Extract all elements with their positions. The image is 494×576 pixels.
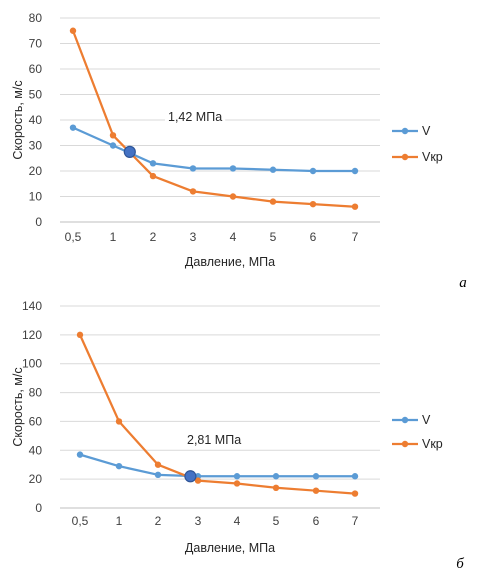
y-tick-label: 20 bbox=[29, 164, 43, 178]
data-point-v bbox=[272, 473, 280, 480]
intersection-label-backing bbox=[184, 432, 245, 448]
data-point-v bbox=[69, 124, 77, 131]
data-point-v bbox=[351, 473, 359, 480]
data-point-v bbox=[351, 167, 359, 175]
data-point-vkr bbox=[189, 188, 197, 195]
data-point-vkr bbox=[309, 200, 317, 208]
series-line-vkr bbox=[71, 30, 356, 208]
data-point-vkr bbox=[109, 132, 117, 139]
x-tick-label: 0,5 bbox=[72, 514, 89, 528]
x-tick-label: 5 bbox=[273, 514, 280, 528]
data-point-vkr bbox=[272, 484, 280, 491]
intersection-label: 1,42 МПа bbox=[168, 110, 222, 124]
x-tick-label: 2 bbox=[155, 514, 162, 528]
intersection-label: 2,81 МПа bbox=[187, 433, 241, 447]
x-tick-label: 7 bbox=[352, 514, 359, 528]
x-axis-title: Давление, МПа bbox=[185, 541, 275, 555]
x-tick-label: 6 bbox=[313, 514, 320, 528]
data-point-v bbox=[189, 165, 197, 172]
data-point-v bbox=[312, 473, 320, 480]
panel-letter: а bbox=[459, 275, 467, 291]
x-tick-label: 7 bbox=[352, 230, 359, 244]
data-point-vkr bbox=[149, 172, 157, 180]
data-point-vkr bbox=[194, 477, 202, 484]
x-axis-title: Давление, МПа bbox=[185, 255, 275, 269]
legend-marker-v bbox=[401, 127, 409, 135]
y-tick-label: 30 bbox=[29, 139, 43, 153]
data-point-vkr bbox=[233, 480, 241, 487]
y-tick-label: 50 bbox=[29, 88, 43, 102]
data-point-v bbox=[115, 462, 123, 470]
data-point-v bbox=[309, 167, 317, 175]
y-tick-label: 100 bbox=[22, 357, 42, 371]
data-point-vkr bbox=[76, 331, 84, 339]
data-point-vkr bbox=[312, 487, 320, 494]
intersection-point bbox=[184, 470, 197, 483]
data-point-v bbox=[76, 451, 84, 458]
data-point-vkr bbox=[229, 193, 237, 200]
data-point-v bbox=[233, 473, 241, 480]
data-point-v bbox=[269, 166, 277, 173]
chart-panel-2: 0 20 40 60 80 100 120 140 0,5 1 2 3 4 5 6 7 Давление, МП… bbox=[11, 299, 464, 572]
data-point-vkr bbox=[69, 27, 77, 34]
y-tick-label: 10 bbox=[29, 190, 43, 204]
data-point-vkr bbox=[351, 203, 359, 210]
x-tick-label: 3 bbox=[195, 514, 202, 528]
y-tick-label: 60 bbox=[29, 62, 43, 76]
legend-label-v: V bbox=[422, 124, 431, 138]
data-point-vkr bbox=[115, 418, 123, 425]
y-tick-label: 70 bbox=[29, 37, 43, 51]
y-tick-label: 0 bbox=[35, 215, 42, 229]
legend-marker-vkr bbox=[401, 440, 409, 448]
series-line-vkr bbox=[78, 334, 356, 495]
y-tick-label: 20 bbox=[29, 472, 43, 486]
x-tick-label: 6 bbox=[310, 230, 317, 244]
data-point-vkr bbox=[351, 490, 359, 497]
data-point-vkr bbox=[154, 461, 162, 468]
legend-marker-vkr bbox=[401, 153, 409, 161]
legend-label-v: V bbox=[422, 413, 431, 427]
y-tick-label: 80 bbox=[29, 386, 43, 400]
data-point-v bbox=[154, 471, 162, 479]
y-tick-label: 80 bbox=[29, 11, 43, 25]
y-tick-label: 60 bbox=[29, 414, 43, 428]
x-tick-label: 5 bbox=[270, 230, 277, 244]
chart-panel-1: 0 10 20 30 40 50 60 70 80 0,5 1 2 3 4 5 6 7 Давление, МПа… bbox=[11, 11, 467, 291]
panel-letter: б bbox=[456, 556, 464, 572]
y-axis-title: Скорость, м/с bbox=[11, 367, 25, 446]
y-tick-label: 120 bbox=[22, 328, 42, 342]
x-tick-label: 1 bbox=[110, 230, 117, 244]
legend-label-vkr: Vкр bbox=[422, 150, 443, 164]
data-point-v bbox=[229, 165, 237, 172]
data-point-v bbox=[149, 160, 157, 167]
legend-label-vkr: Vкр bbox=[422, 437, 443, 451]
x-tick-label: 4 bbox=[230, 230, 237, 244]
y-tick-label: 40 bbox=[29, 443, 43, 457]
x-tick-label: 0,5 bbox=[65, 230, 82, 244]
y-tick-label: 40 bbox=[29, 113, 43, 127]
x-tick-label: 4 bbox=[234, 514, 241, 528]
intersection-label-backing bbox=[165, 109, 226, 125]
intersection-point bbox=[123, 145, 136, 158]
y-axis-title: Скорость, м/с bbox=[11, 80, 25, 159]
series-line-v bbox=[79, 453, 355, 478]
series-line-v bbox=[72, 126, 355, 173]
data-point-v bbox=[109, 142, 117, 149]
x-tick-label: 2 bbox=[150, 230, 157, 244]
y-tick-label: 140 bbox=[22, 299, 42, 313]
legend-marker-v bbox=[401, 416, 409, 424]
y-tick-label: 0 bbox=[35, 501, 42, 515]
x-tick-label: 3 bbox=[190, 230, 197, 244]
data-point-vkr bbox=[269, 198, 277, 205]
x-tick-label: 1 bbox=[116, 514, 123, 528]
